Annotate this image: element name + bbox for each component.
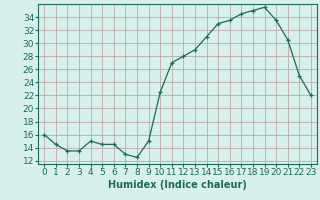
X-axis label: Humidex (Indice chaleur): Humidex (Indice chaleur) [108,180,247,190]
